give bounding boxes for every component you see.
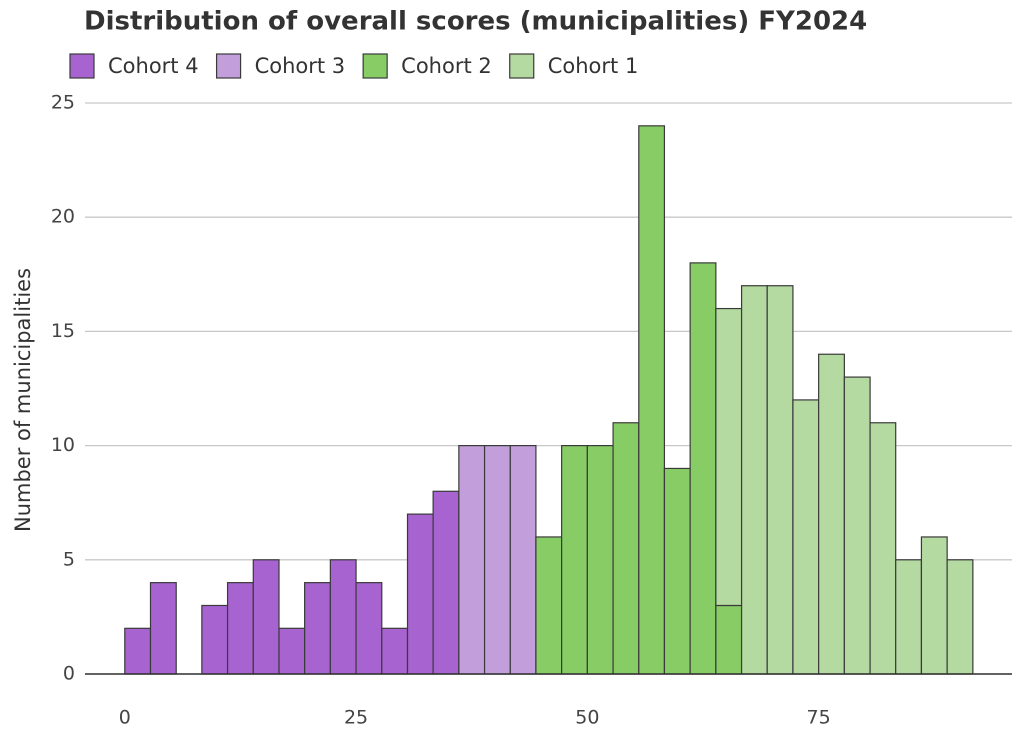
bar bbox=[612, 422, 640, 675]
bar bbox=[586, 445, 614, 675]
bar bbox=[304, 582, 331, 675]
bar bbox=[149, 582, 177, 675]
bar bbox=[740, 285, 768, 675]
bar bbox=[432, 490, 460, 675]
bar bbox=[406, 513, 434, 675]
bar bbox=[201, 604, 229, 675]
bar bbox=[715, 604, 743, 675]
legend-swatch bbox=[215, 53, 242, 79]
y-tick-label: 20 bbox=[51, 206, 75, 228]
bar bbox=[715, 307, 743, 607]
y-axis-label: Number of municipalities bbox=[11, 268, 35, 532]
y-tick-label: 5 bbox=[63, 548, 75, 570]
legend-swatch bbox=[509, 53, 535, 79]
bar bbox=[381, 627, 409, 675]
x-tick-label: 50 bbox=[575, 707, 599, 729]
bar bbox=[252, 559, 280, 675]
chart-title: Distribution of overall scores (municipa… bbox=[84, 7, 867, 37]
bar bbox=[792, 399, 820, 675]
y-tick-label: 15 bbox=[51, 320, 75, 342]
bar bbox=[509, 445, 537, 675]
bar bbox=[226, 582, 254, 675]
bar bbox=[561, 445, 588, 675]
bar bbox=[329, 559, 357, 675]
bar bbox=[766, 285, 794, 675]
legend-label: Cohort 3 bbox=[255, 54, 346, 78]
y-tick-label: 25 bbox=[51, 92, 75, 114]
y-tick-label: 10 bbox=[51, 434, 75, 456]
x-tick-label: 0 bbox=[119, 707, 131, 729]
bar bbox=[355, 582, 383, 675]
legend-label: Cohort 4 bbox=[108, 54, 199, 78]
bar bbox=[638, 125, 666, 675]
legend-swatch bbox=[362, 53, 388, 79]
y-tick-label: 0 bbox=[63, 663, 75, 685]
bar bbox=[869, 422, 897, 675]
bar bbox=[278, 627, 306, 675]
x-tick-label: 25 bbox=[344, 707, 368, 729]
legend-swatch bbox=[69, 53, 95, 79]
bar bbox=[920, 536, 948, 675]
legend-label: Cohort 1 bbox=[548, 54, 639, 78]
bar bbox=[663, 467, 691, 675]
bar bbox=[689, 262, 717, 675]
legend-label: Cohort 2 bbox=[401, 54, 492, 78]
bar bbox=[458, 445, 486, 675]
bar bbox=[535, 536, 563, 675]
x-tick-label: 75 bbox=[807, 707, 831, 729]
bar bbox=[895, 559, 923, 675]
bar bbox=[483, 445, 511, 675]
bar bbox=[124, 627, 152, 675]
bar bbox=[843, 376, 871, 675]
bar bbox=[818, 353, 845, 675]
bar bbox=[946, 559, 974, 675]
